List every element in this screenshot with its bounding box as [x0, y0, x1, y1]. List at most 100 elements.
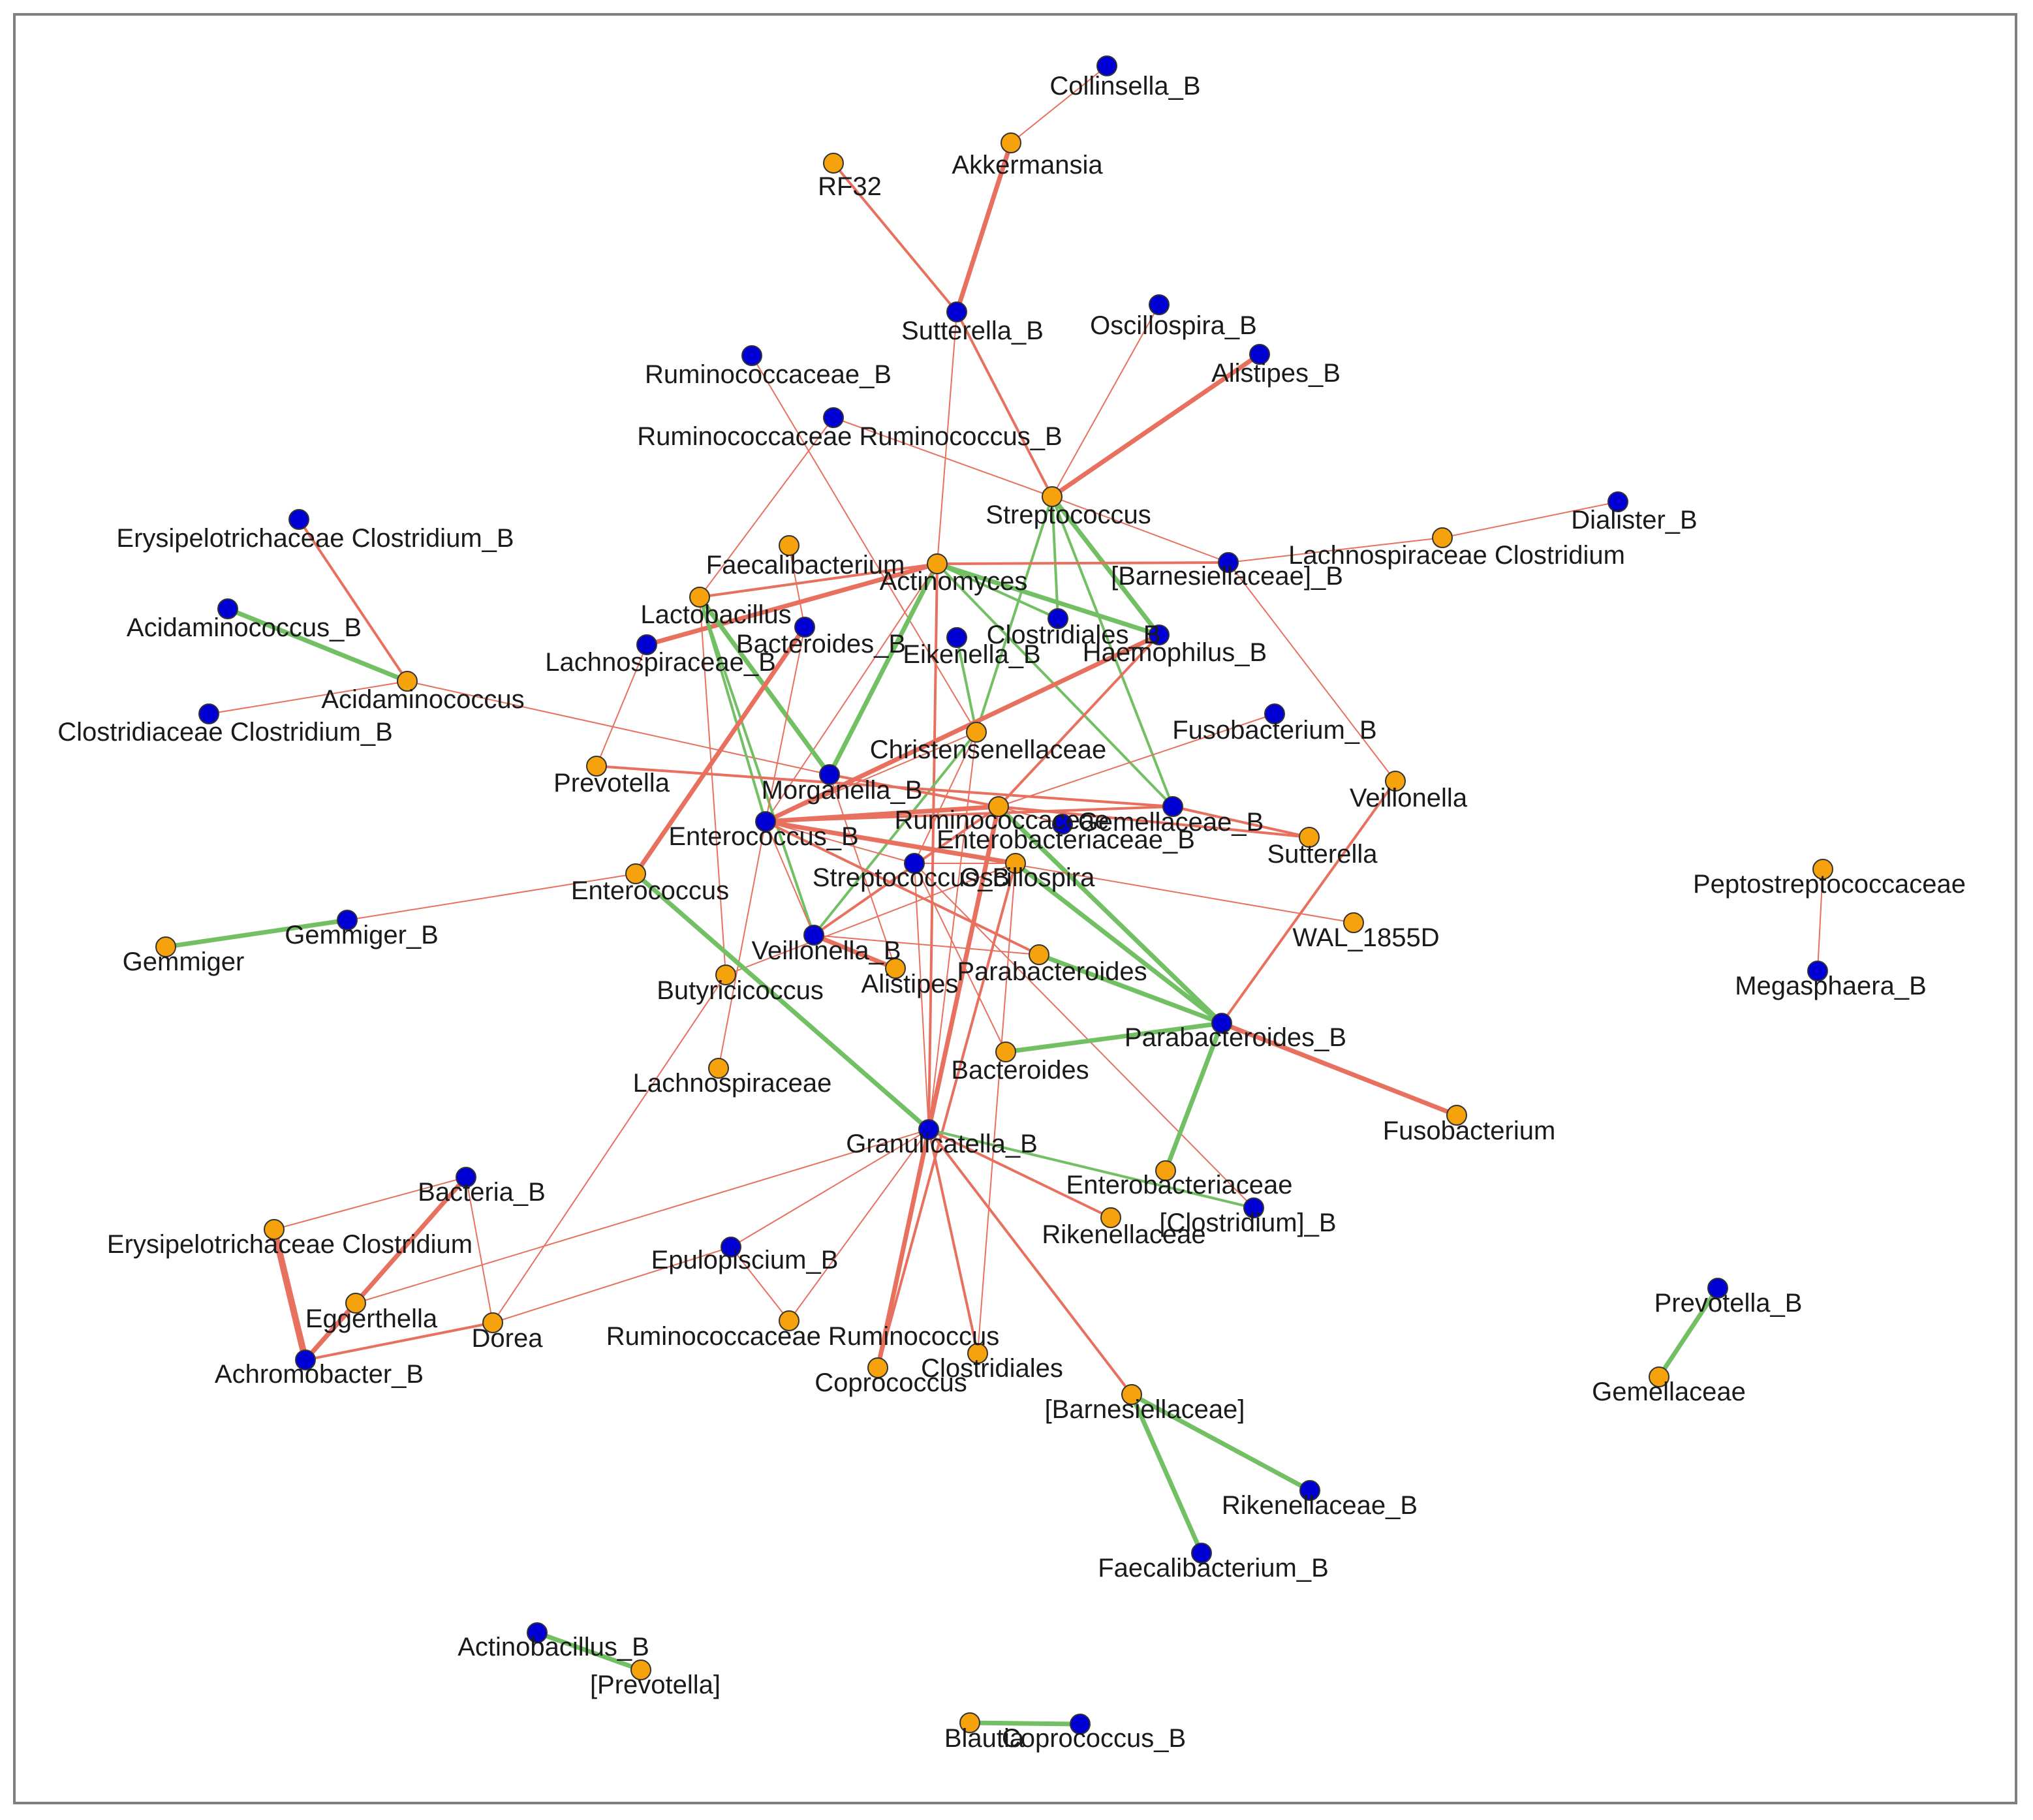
- node-enterobacteriaceae[interactable]: [1155, 1160, 1176, 1181]
- node-barnesiellaceae[interactable]: [1121, 1384, 1142, 1405]
- node-veillonella_b[interactable]: [803, 925, 824, 946]
- node-clostridium_b[interactable]: [1243, 1197, 1264, 1218]
- node-gemmiger_b[interactable]: [337, 910, 358, 931]
- edge-bacteroides_b-enterococcus: [633, 625, 807, 876]
- node-dorea[interactable]: [482, 1312, 503, 1333]
- node-fusobacterium[interactable]: [1446, 1105, 1467, 1126]
- node-label-megasphaera_b: Megasphaera_B: [1735, 972, 1927, 1000]
- node-rikenellaceae_b[interactable]: [1299, 1480, 1320, 1501]
- node-granulicatella_b[interactable]: [918, 1119, 939, 1140]
- node-dialister_b[interactable]: [1607, 491, 1628, 512]
- node-clostridiales_b[interactable]: [1048, 608, 1068, 629]
- node-actinomyces[interactable]: [927, 553, 948, 574]
- node-ruminococcaceae_ruminococcus[interactable]: [779, 1310, 799, 1331]
- edge-enterococcus-granulicatella_b: [633, 871, 931, 1132]
- node-erysipelotrichaceae_clostridium[interactable]: [264, 1219, 285, 1240]
- node-erysipelotrichaceae_clostridium_b[interactable]: [288, 509, 309, 530]
- node-label-bacteroides_b: Bacteroides_B: [736, 630, 906, 658]
- node-prevotella[interactable]: [586, 756, 607, 777]
- node-achromobacter_b[interactable]: [295, 1350, 316, 1370]
- node-prevotella_bracket[interactable]: [630, 1659, 651, 1680]
- node-haemophilus_b[interactable]: [1149, 625, 1170, 645]
- node-label-oscillospira_b: Oscillospira_B: [1090, 311, 1257, 340]
- edge-bacteria_b-erysipelotrichaceae_clostridium: [273, 1177, 467, 1230]
- node-veillonella[interactable]: [1385, 771, 1406, 792]
- node-label-collinsella_b: Collinsella_B: [1049, 72, 1200, 100]
- node-coprococcus_b[interactable]: [1070, 1714, 1091, 1735]
- node-ruminococcaceae_b[interactable]: [741, 345, 762, 366]
- node-label-rikenellaceae_b: Rikenellaceae_B: [1222, 1491, 1418, 1520]
- node-streptococcus_b[interactable]: [904, 853, 925, 874]
- node-oscillospira_b[interactable]: [1149, 294, 1170, 315]
- node-peptostreptococcaceae[interactable]: [1812, 859, 1833, 880]
- node-label-enterococcus_b: Enterococcus_B: [668, 822, 858, 851]
- node-enterobacteriaceae_b[interactable]: [1052, 814, 1073, 835]
- node-alistipes[interactable]: [885, 958, 906, 979]
- node-epulopiscium_b[interactable]: [721, 1237, 741, 1257]
- node-lachnospiraceae[interactable]: [708, 1058, 729, 1079]
- node-label-actinomyces: Actinomyces: [880, 567, 1028, 596]
- node-parabacteroides_b[interactable]: [1211, 1013, 1232, 1034]
- node-christensenellaceae[interactable]: [966, 722, 987, 743]
- edge-peptostreptococcaceae-megasphaera_b: [1817, 869, 1823, 972]
- edge-bacteria_b-dorea: [465, 1177, 493, 1323]
- node-sutterella[interactable]: [1299, 827, 1320, 848]
- node-wal_1855d[interactable]: [1343, 912, 1364, 933]
- edges-layer: [163, 65, 1823, 1727]
- node-faecalibacterium[interactable]: [779, 535, 799, 556]
- node-blautia[interactable]: [959, 1712, 980, 1733]
- node-faecalibacterium_b[interactable]: [1191, 1543, 1212, 1564]
- node-butyricicoccus[interactable]: [715, 964, 736, 985]
- node-bacteroides[interactable]: [995, 1041, 1016, 1062]
- node-label-christensenellaceae: Christensenellaceae: [870, 735, 1106, 764]
- node-bacteria_b[interactable]: [456, 1167, 476, 1188]
- edge-parabacteroides_b-fusobacterium: [1219, 1021, 1459, 1118]
- node-alistipes_b[interactable]: [1249, 344, 1270, 365]
- node-akkermansia[interactable]: [1001, 132, 1021, 153]
- node-bacteroides_b[interactable]: [794, 617, 815, 638]
- node-parabacteroides[interactable]: [1029, 944, 1049, 965]
- node-sutterella_b[interactable]: [946, 301, 967, 322]
- node-megasphaera_b[interactable]: [1807, 961, 1828, 981]
- node-lactobacillus[interactable]: [689, 587, 710, 608]
- node-gemellaceae[interactable]: [1649, 1366, 1669, 1387]
- node-eggerthella[interactable]: [345, 1293, 366, 1314]
- edge-faecalibacterium-bacteroides_b: [788, 545, 805, 628]
- node-label-fusobacterium_b: Fusobacterium_B: [1172, 716, 1376, 745]
- node-clostridiales[interactable]: [967, 1343, 988, 1364]
- node-oscillospira[interactable]: [1005, 853, 1026, 874]
- node-ruminococcaceae_ruminococcus_b[interactable]: [823, 407, 844, 428]
- node-gemellaceae_b[interactable]: [1162, 796, 1183, 817]
- node-label-peptostreptococcaceae: Peptostreptococcaceae: [1693, 870, 1966, 899]
- node-clostridiaceae_clostridium_b[interactable]: [198, 703, 219, 724]
- node-collinsella_b[interactable]: [1096, 55, 1117, 76]
- node-acidaminococcus[interactable]: [397, 671, 418, 692]
- edge-bacteroides_b-enterococcus_b: [765, 626, 805, 822]
- node-enterococcus_b[interactable]: [755, 811, 776, 832]
- node-actinobacillus_b[interactable]: [527, 1622, 548, 1643]
- node-label-clostridiales_b: Clostridiales_B: [987, 621, 1161, 649]
- edge-enterococcus_b-lachnospiraceae: [718, 821, 766, 1069]
- node-rf32[interactable]: [823, 153, 844, 174]
- node-label-lachnospiraceae: Lachnospiraceae: [633, 1069, 832, 1098]
- node-lachnospiraceae_b[interactable]: [636, 634, 657, 655]
- node-coprococcus[interactable]: [867, 1357, 888, 1378]
- node-label-coprococcus: Coprococcus: [815, 1368, 967, 1397]
- node-fusobacterium_b[interactable]: [1264, 703, 1285, 724]
- node-acidaminococcus_b[interactable]: [217, 598, 238, 619]
- edge-clostridiaceae_clostridium_b-acidaminococcus: [208, 681, 408, 715]
- node-morganella_b[interactable]: [819, 764, 840, 785]
- node-rikenellaceae[interactable]: [1100, 1207, 1121, 1228]
- node-label-gemellaceae: Gemellaceae: [1592, 1378, 1746, 1406]
- node-label-butyricicoccus: Butyricicoccus: [657, 976, 824, 1005]
- node-label-sutterella_b: Sutterella_B: [901, 316, 1044, 345]
- node-lachnospiraceae_clostridium[interactable]: [1432, 527, 1453, 548]
- node-ruminococcaceae[interactable]: [988, 796, 1009, 817]
- edge-gemmiger-gemmiger_b: [163, 918, 350, 949]
- node-barnesiellaceae_b[interactable]: [1218, 552, 1239, 573]
- node-eikenella_b[interactable]: [946, 627, 967, 648]
- node-gemmiger[interactable]: [155, 936, 176, 957]
- node-prevotella_b[interactable]: [1707, 1278, 1728, 1299]
- node-enterococcus[interactable]: [625, 863, 646, 884]
- node-streptococcus[interactable]: [1042, 486, 1063, 507]
